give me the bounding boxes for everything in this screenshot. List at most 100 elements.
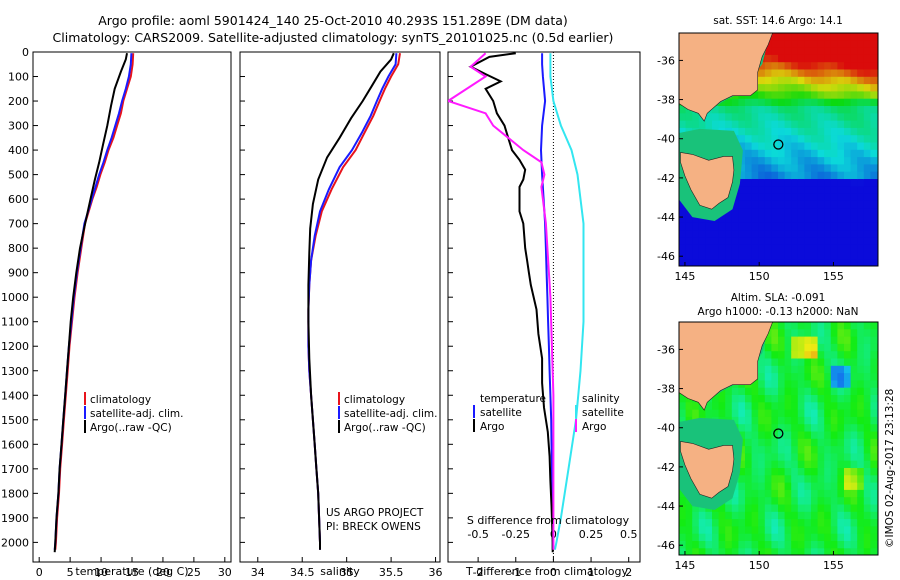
map-cell — [811, 230, 819, 238]
map-cell — [745, 135, 753, 143]
map-cell — [817, 142, 825, 151]
map-cell — [698, 409, 706, 418]
map-cell — [778, 387, 786, 396]
map-cell — [817, 519, 825, 527]
map-cell — [771, 358, 779, 367]
x-tick-label: 0 — [36, 566, 43, 579]
map-cell — [863, 511, 871, 520]
map-cell — [824, 373, 832, 381]
map-cell — [863, 186, 871, 195]
map-cell — [758, 358, 766, 367]
map-cell — [771, 62, 779, 70]
map-cell — [863, 365, 871, 374]
map-cell — [784, 222, 792, 231]
map-cell — [771, 237, 779, 246]
map-cell — [731, 533, 739, 542]
map-cell — [791, 157, 799, 165]
map-cell — [844, 416, 852, 425]
map-cell — [817, 475, 825, 484]
map-x-tick-label: 145 — [674, 559, 695, 572]
map-cell — [751, 548, 759, 555]
map-cell — [698, 533, 706, 542]
map-cell — [778, 358, 786, 367]
map-x-tick-label: 155 — [823, 559, 844, 572]
map-cell — [778, 40, 786, 49]
map-cell — [824, 106, 832, 114]
map-cell — [764, 120, 772, 129]
map-cell — [791, 438, 799, 447]
map-cell — [778, 208, 786, 216]
map-cell — [771, 244, 779, 253]
map-cell — [804, 329, 812, 338]
map-cell — [797, 69, 805, 78]
map-cell — [863, 431, 871, 440]
map-cell — [850, 343, 858, 352]
map-cell — [830, 497, 838, 505]
x-tick-label: 25 — [187, 566, 201, 579]
map-cell — [784, 409, 792, 418]
map-cell — [837, 475, 845, 484]
map-cell — [837, 47, 845, 56]
map-cell — [850, 365, 858, 374]
map-cell — [731, 548, 739, 555]
map-cell — [771, 453, 779, 462]
map-cell — [837, 222, 845, 231]
map-cell — [870, 358, 878, 367]
map-cell — [685, 230, 693, 238]
map-cell — [857, 215, 865, 224]
x-tick-label: 35.5 — [379, 566, 404, 579]
map-cell — [811, 497, 819, 505]
map-cell — [857, 482, 865, 491]
map-cell — [857, 497, 865, 505]
map-cell — [850, 179, 858, 187]
map-cell — [844, 438, 852, 447]
map-cell — [758, 186, 766, 195]
map-cell — [850, 504, 858, 513]
map-cell — [679, 416, 687, 425]
map-cell — [745, 489, 753, 498]
map-cell — [764, 416, 772, 425]
map-cell — [745, 526, 753, 535]
legend-label-s-satellite: satellite — [582, 407, 624, 419]
map-cell — [745, 387, 753, 396]
map-cell — [738, 230, 746, 238]
map-cell — [870, 336, 878, 345]
map-cell — [771, 69, 779, 78]
map-cell — [751, 387, 759, 396]
map-cell — [797, 511, 805, 520]
map-cell — [850, 395, 858, 403]
map-cell — [804, 351, 812, 359]
map-cell — [764, 373, 772, 381]
map-cell — [811, 387, 819, 396]
map-cell — [857, 157, 865, 165]
map-cell — [811, 511, 819, 520]
y-tick-label: 1200 — [1, 340, 29, 353]
map-cell — [863, 171, 871, 180]
map-cell — [824, 252, 832, 260]
map-cell — [811, 259, 819, 266]
map-cell — [844, 179, 852, 187]
map-cell — [850, 541, 858, 549]
map-cell — [764, 244, 772, 253]
map-cell — [692, 519, 700, 527]
map-cell — [758, 106, 766, 114]
map-cell — [731, 504, 739, 513]
map-cell — [811, 149, 819, 158]
map-cell — [764, 252, 772, 260]
map-cell — [837, 157, 845, 165]
map-cell — [797, 460, 805, 469]
map-cell — [811, 468, 819, 476]
map-cell — [698, 519, 706, 527]
map-cell — [784, 373, 792, 381]
map-cell — [784, 402, 792, 411]
map-cell — [870, 40, 878, 49]
map-cell — [824, 431, 832, 440]
map-cell — [718, 230, 726, 238]
map-cell — [784, 387, 792, 396]
map-cell — [791, 179, 799, 187]
temperature-x-label: temperature (deg C) — [75, 565, 188, 578]
map-cell — [784, 438, 792, 447]
map-cell — [817, 164, 825, 173]
map-cell — [784, 252, 792, 260]
map-cell — [738, 489, 746, 498]
